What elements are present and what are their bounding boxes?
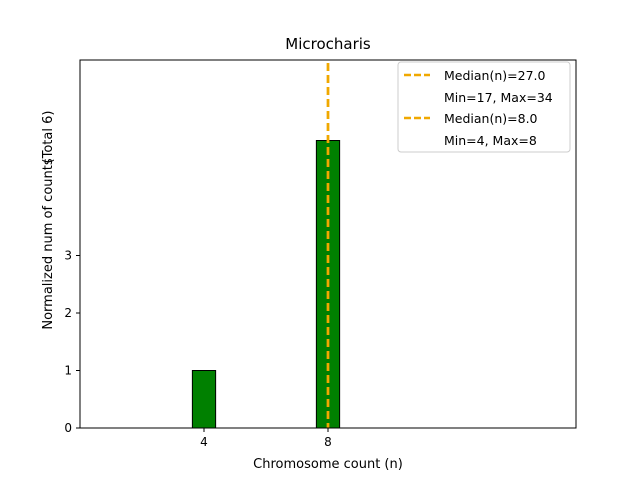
legend-box <box>397 61 571 153</box>
y-axis: 0 1 2 3 <box>64 249 80 435</box>
x-axis-label: Chromosome count (n) <box>253 457 403 472</box>
legend-median-label-1: Median(n)=27.0 <box>444 68 545 83</box>
y-tick-label-0: 0 <box>64 421 72 435</box>
y-axis-total-note: (Total 6) <box>41 111 56 164</box>
legend-median-label-2: Median(n)=8.0 <box>444 111 538 126</box>
y-tick-label-1: 1 <box>64 364 72 378</box>
x-tick-label-8: 8 <box>324 435 332 449</box>
y-tick-label-2: 2 <box>64 306 72 320</box>
chart-title: Microcharis <box>285 35 371 53</box>
legend-range-label-1: Min=17, Max=34 <box>444 90 553 105</box>
legend-range-label-2: Min=4, Max=8 <box>444 133 537 148</box>
legend: Median(n)=27.0 Min=17, Max=34 Median(n)=… <box>397 61 571 153</box>
bars-group <box>191 140 341 429</box>
x-tick-label-4: 4 <box>200 435 208 449</box>
y-axis-label: Normalized num of counts <box>41 158 56 329</box>
bar-4 <box>191 370 217 429</box>
y-tick-label-3: 3 <box>64 249 72 263</box>
